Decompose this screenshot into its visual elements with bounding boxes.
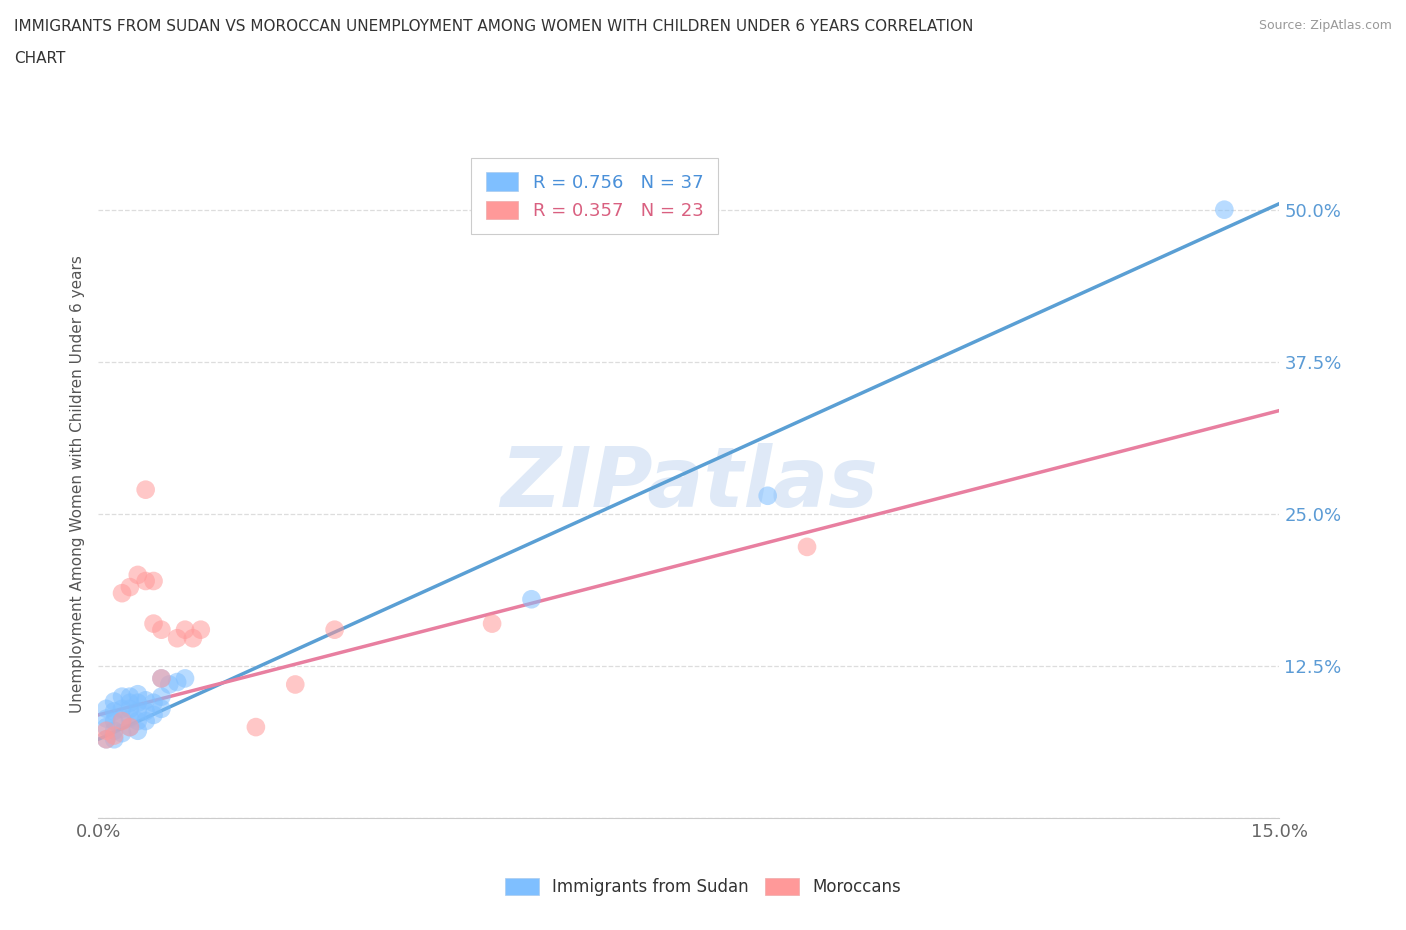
Point bbox=[118, 711, 141, 726]
Point bbox=[103, 724, 125, 738]
Point bbox=[103, 728, 125, 743]
Point bbox=[118, 579, 141, 594]
Text: ZIPatlas: ZIPatlas bbox=[501, 443, 877, 525]
Point bbox=[135, 483, 157, 498]
Legend: Immigrants from Sudan, Moroccans: Immigrants from Sudan, Moroccans bbox=[499, 871, 907, 903]
Text: CHART: CHART bbox=[14, 51, 66, 66]
Point bbox=[118, 689, 141, 704]
Point bbox=[190, 622, 212, 637]
Point bbox=[111, 689, 134, 704]
Point bbox=[166, 631, 188, 645]
Point bbox=[142, 574, 165, 589]
Point bbox=[103, 732, 125, 747]
Point bbox=[96, 732, 118, 747]
Point bbox=[181, 631, 204, 645]
Legend: R = 0.756   N = 37, R = 0.357   N = 23: R = 0.756 N = 37, R = 0.357 N = 23 bbox=[471, 158, 717, 234]
Point bbox=[96, 724, 118, 738]
Point bbox=[127, 686, 149, 701]
Point bbox=[142, 696, 165, 711]
Point bbox=[1213, 202, 1236, 217]
Point bbox=[127, 713, 149, 728]
Point bbox=[135, 574, 157, 589]
Point bbox=[150, 701, 173, 716]
Point bbox=[135, 693, 157, 708]
Point bbox=[756, 488, 779, 503]
Point bbox=[166, 674, 188, 689]
Point bbox=[135, 713, 157, 728]
Point bbox=[111, 713, 134, 728]
Point bbox=[150, 622, 173, 637]
Point bbox=[111, 711, 134, 726]
Point bbox=[103, 713, 125, 728]
Point bbox=[150, 671, 173, 685]
Point bbox=[118, 696, 141, 711]
Point bbox=[481, 617, 503, 631]
Point bbox=[174, 671, 197, 685]
Point bbox=[96, 701, 118, 716]
Point bbox=[284, 677, 307, 692]
Y-axis label: Unemployment Among Women with Children Under 6 years: Unemployment Among Women with Children U… bbox=[69, 255, 84, 712]
Point bbox=[150, 689, 173, 704]
Point bbox=[127, 567, 149, 582]
Point bbox=[174, 622, 197, 637]
Point bbox=[96, 732, 118, 747]
Point bbox=[118, 720, 141, 735]
Point bbox=[127, 696, 149, 711]
Point bbox=[127, 724, 149, 738]
Point bbox=[150, 671, 173, 685]
Point bbox=[111, 586, 134, 601]
Point bbox=[103, 704, 125, 719]
Point bbox=[118, 720, 141, 735]
Point bbox=[127, 704, 149, 719]
Point bbox=[323, 622, 346, 637]
Point bbox=[111, 725, 134, 740]
Point bbox=[157, 677, 180, 692]
Point bbox=[111, 701, 134, 716]
Point bbox=[103, 694, 125, 709]
Text: Source: ZipAtlas.com: Source: ZipAtlas.com bbox=[1258, 19, 1392, 32]
Point bbox=[796, 539, 818, 554]
Point bbox=[245, 720, 267, 735]
Point bbox=[96, 711, 118, 726]
Point bbox=[142, 708, 165, 723]
Point bbox=[142, 617, 165, 631]
Point bbox=[135, 704, 157, 719]
Point bbox=[520, 591, 543, 606]
Point bbox=[96, 720, 118, 735]
Text: IMMIGRANTS FROM SUDAN VS MOROCCAN UNEMPLOYMENT AMONG WOMEN WITH CHILDREN UNDER 6: IMMIGRANTS FROM SUDAN VS MOROCCAN UNEMPL… bbox=[14, 19, 973, 33]
Point bbox=[118, 701, 141, 716]
